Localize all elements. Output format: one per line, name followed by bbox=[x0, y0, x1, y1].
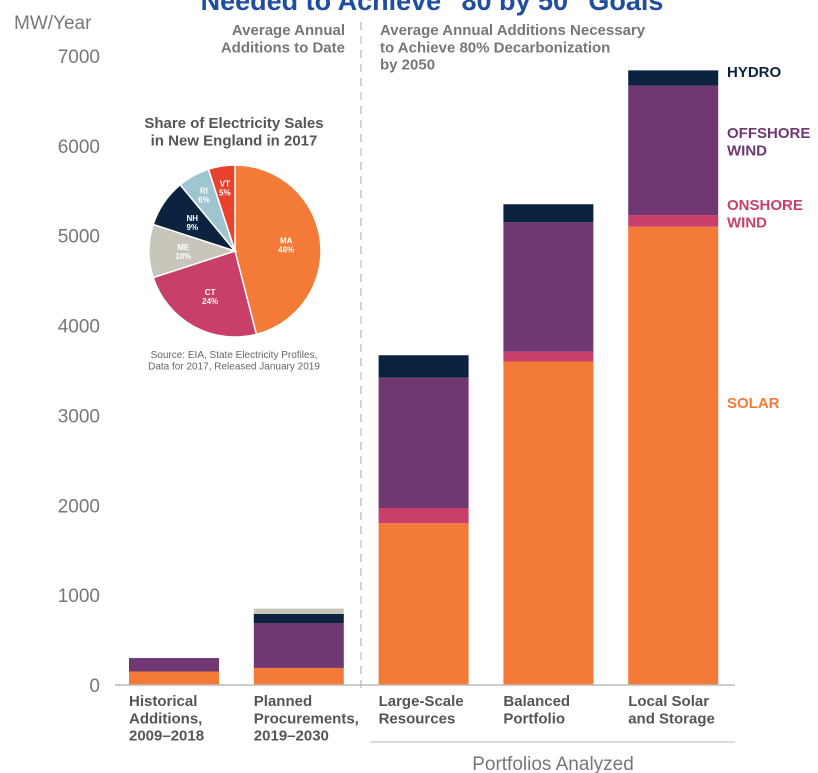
x-tick-label: Large-Scale Resources bbox=[379, 693, 464, 727]
bar-segment bbox=[129, 658, 219, 672]
pie-category-label: VT bbox=[220, 179, 230, 188]
pie-category-label: RI bbox=[200, 186, 208, 195]
bar-segment bbox=[253, 667, 344, 685]
pie-category-label: CT bbox=[205, 288, 216, 297]
x-tick-label: Historical Additions, 2009–2018 bbox=[129, 693, 204, 745]
bar-segment bbox=[129, 671, 219, 685]
annotation: Average Annual Additions Necessary to Ach… bbox=[380, 22, 646, 74]
pie-category-label: MA bbox=[280, 237, 293, 246]
bar-segment bbox=[253, 608, 344, 615]
bar-segment bbox=[628, 85, 719, 216]
chart-title: Needed to Achieve "80 by 50" Goals bbox=[201, 0, 664, 16]
x-tick-label: Balanced Portfolio bbox=[503, 693, 570, 727]
bar-segment bbox=[253, 614, 344, 623]
pie-value-label: 46% bbox=[278, 246, 294, 255]
bar-segment bbox=[628, 215, 719, 227]
pie-slice bbox=[234, 164, 322, 336]
pie-value-label: 6% bbox=[198, 195, 210, 204]
pie-category-label: NH bbox=[187, 214, 199, 223]
pie-value-label: 5% bbox=[219, 188, 231, 197]
x-tick-label: Planned Procurements, 2019–2030 bbox=[254, 693, 359, 745]
y-axis-label: MW/Year bbox=[14, 13, 92, 34]
legend-label: SOLAR bbox=[727, 395, 780, 412]
pie-category-label: ME bbox=[177, 243, 190, 252]
y-tick-label: 6000 bbox=[58, 137, 100, 158]
bar-segment bbox=[378, 377, 469, 508]
annotation: Average Annual Additions to Date bbox=[221, 22, 345, 56]
bar-segment bbox=[503, 351, 594, 362]
x-tick-label: Local Solar and Storage bbox=[628, 693, 715, 727]
y-tick-label: 0 bbox=[89, 676, 100, 697]
bar-segment bbox=[378, 523, 469, 685]
bar-segment bbox=[378, 355, 469, 378]
bar-segment bbox=[253, 622, 344, 668]
y-tick-label: 7000 bbox=[58, 47, 100, 68]
pie-title: Share of Electricity Sales in New England… bbox=[144, 115, 323, 149]
bar-segment bbox=[503, 222, 594, 352]
legend-label: ONSHORE WIND bbox=[727, 197, 803, 231]
pie-value-label: 9% bbox=[187, 223, 199, 232]
bar-segment bbox=[378, 507, 469, 524]
pie-slice bbox=[207, 164, 236, 252]
pie-value-label: 10% bbox=[175, 252, 191, 261]
pie-source: Source: EIA, State Electricity Profiles,… bbox=[148, 350, 320, 373]
legend-label: OFFSHORE WIND bbox=[727, 125, 810, 159]
y-tick-label: 2000 bbox=[58, 496, 100, 517]
y-tick-label: 3000 bbox=[58, 406, 100, 427]
bar-segment bbox=[628, 70, 719, 86]
bar-segment bbox=[503, 361, 594, 685]
y-tick-label: 4000 bbox=[58, 317, 100, 338]
pie-slice bbox=[152, 250, 258, 338]
pie-value-label: 24% bbox=[202, 297, 218, 306]
bar-segment bbox=[503, 204, 594, 223]
bar-segment bbox=[628, 226, 719, 685]
y-tick-label: 1000 bbox=[58, 586, 100, 607]
y-tick-label: 5000 bbox=[58, 227, 100, 248]
group-label: Portfolios Analyzed bbox=[472, 754, 634, 773]
legend-label: HYDRO bbox=[727, 64, 782, 81]
